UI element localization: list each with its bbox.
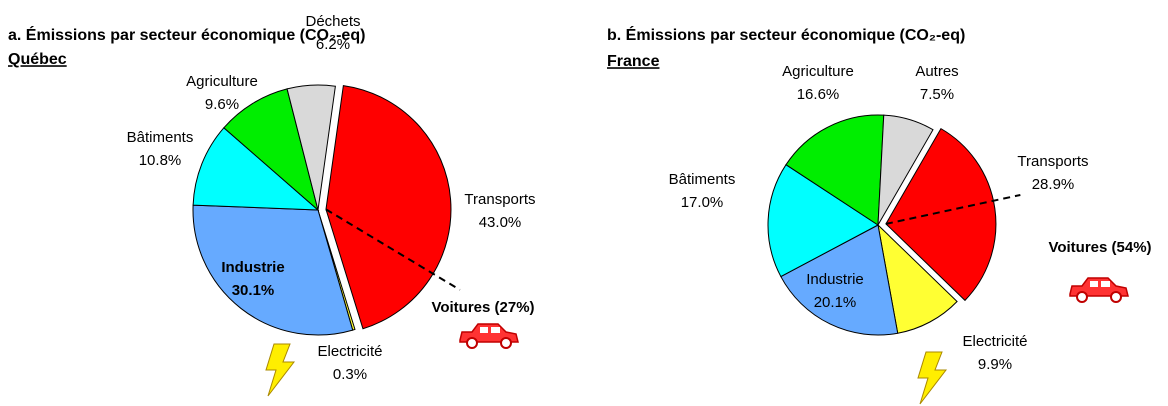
chart-title: a. Émissions par secteur économique (CO₂… xyxy=(8,25,365,44)
pie-slice xyxy=(885,127,997,302)
chart-subtitle: France xyxy=(607,53,660,70)
annotation: Voitures (27%) xyxy=(431,299,534,316)
icons xyxy=(265,277,1129,405)
bolt-icon xyxy=(265,343,296,397)
slice-value: 0.3% xyxy=(333,366,367,383)
voitures-line xyxy=(325,208,461,291)
pie-slice xyxy=(192,204,354,336)
slice-label: Transports xyxy=(1017,153,1088,170)
slice-label: Autres xyxy=(915,63,958,80)
voitures-line xyxy=(885,193,1021,225)
slice-label: Agriculture xyxy=(186,73,258,90)
slice-value: 17.0% xyxy=(681,194,724,211)
slice-value: 30.1% xyxy=(232,282,275,299)
slice-label: Déchets xyxy=(305,13,360,30)
slice-label: Electricité xyxy=(962,333,1027,350)
slice-label: Transports xyxy=(464,191,535,208)
pie-slice xyxy=(780,224,899,336)
slice-label: Electricité xyxy=(317,343,382,360)
slice-label: Industrie xyxy=(221,259,284,276)
slice-value: 6.2% xyxy=(316,36,350,53)
slice-label: Agriculture xyxy=(782,63,854,80)
slice-value: 9.6% xyxy=(205,96,239,113)
car-icon xyxy=(1069,277,1129,303)
slice-value: 16.6% xyxy=(797,86,840,103)
annotation: Voitures (54%) xyxy=(1048,239,1151,256)
chart-title: b. Émissions par secteur économique (CO₂… xyxy=(607,25,965,44)
slice-value: 28.9% xyxy=(1032,176,1075,193)
pie-slice xyxy=(785,114,885,226)
slice-value: 10.8% xyxy=(139,152,182,169)
slice-value: 43.0% xyxy=(479,214,522,231)
car-icon xyxy=(459,323,519,349)
slice-label: Bâtiments xyxy=(127,129,194,146)
slice-value: 9.9% xyxy=(978,356,1012,373)
slice-value: 7.5% xyxy=(920,86,954,103)
pie-slice xyxy=(325,85,452,330)
slice-label: Industrie xyxy=(806,271,864,288)
pie-slice xyxy=(192,127,320,211)
bolt-icon xyxy=(917,351,948,405)
chart-subtitle: Québec xyxy=(8,51,67,68)
slice-value: 20.1% xyxy=(814,294,857,311)
pie-slice xyxy=(877,114,934,226)
pie-slice xyxy=(767,164,879,278)
pie-slice xyxy=(286,84,336,211)
slice-label: Bâtiments xyxy=(669,171,736,188)
